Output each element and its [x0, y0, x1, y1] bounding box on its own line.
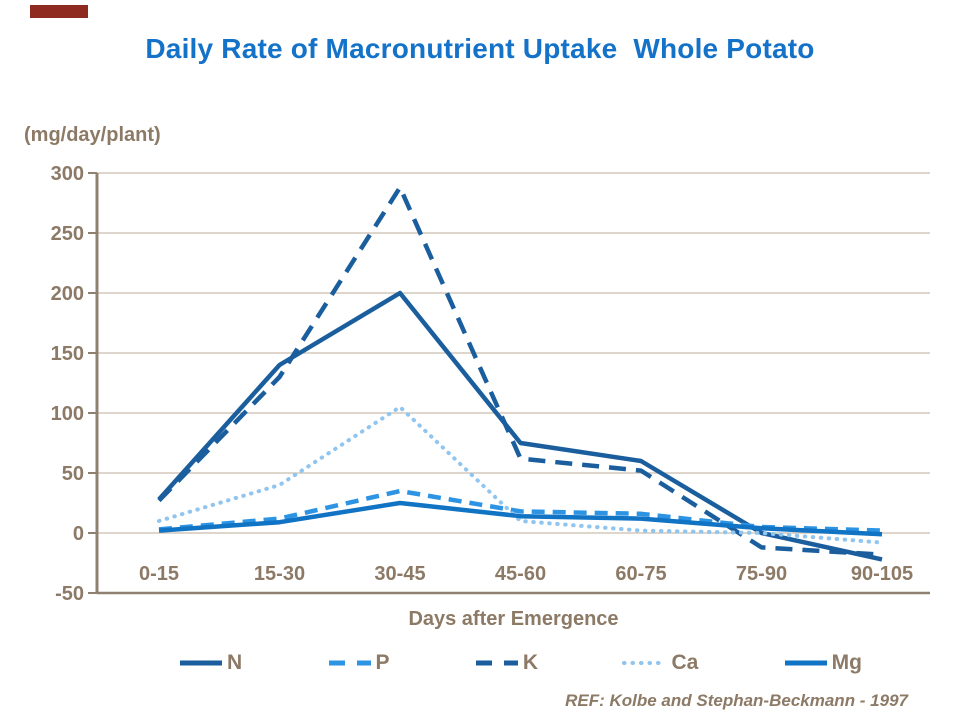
x-tick-label: 60-75 — [615, 563, 666, 585]
y-tick-label: 150 — [51, 343, 84, 365]
x-axis-title: Days after Emergence — [408, 608, 619, 630]
y-tick-label: -50 — [55, 583, 84, 605]
x-tick-label: 75-90 — [736, 563, 787, 585]
legend-item-N: N — [178, 651, 242, 675]
legend-label-Mg: Mg — [831, 651, 862, 674]
chart-title: Daily Rate of Macronutrient Uptake Whole… — [145, 33, 815, 64]
y-tick-label: 300 — [51, 163, 84, 185]
legend-item-P: P — [327, 651, 390, 675]
legend-item-K: K — [474, 651, 538, 675]
series-line-Mg — [158, 500, 883, 537]
legend-swatch-N — [180, 660, 222, 666]
y-tick-label: 50 — [62, 463, 84, 485]
series-line-K — [157, 185, 883, 557]
x-tick-label: 15-30 — [254, 563, 305, 585]
y-tick-label: 0 — [73, 523, 84, 545]
series-line-N — [157, 290, 883, 562]
reference-citation: REF: Kolbe and Stephan-Beckmann - 1997 — [565, 691, 908, 710]
legend-swatch-Mg — [784, 660, 827, 666]
legend-swatch-P — [328, 660, 371, 666]
legend-item-Ca: Ca — [622, 651, 698, 675]
x-tick-label: 45-60 — [495, 563, 546, 585]
y-tick-label: 200 — [51, 283, 84, 305]
slide-accent-bar — [30, 5, 88, 18]
y-axis-unit-label: (mg/day/plant) — [24, 124, 161, 146]
y-tick-label: 100 — [51, 403, 84, 425]
series-line-P — [158, 488, 883, 533]
x-tick-label: 30-45 — [374, 563, 425, 585]
x-tick-label: 0-15 — [139, 563, 179, 585]
legend-label-N: N — [227, 651, 243, 674]
chart-legend: N P K Ca Mg — [178, 648, 862, 678]
legend-label-P: P — [375, 651, 390, 674]
legend-label-Ca: Ca — [671, 651, 699, 674]
legend-swatch-Ca — [622, 661, 669, 665]
legend-swatch-K — [475, 660, 518, 666]
legend-label-K: K — [522, 651, 539, 674]
legend-item-Mg: Mg — [783, 651, 862, 675]
y-tick-label: 250 — [51, 223, 84, 245]
x-tick-label: 90-105 — [851, 563, 913, 585]
